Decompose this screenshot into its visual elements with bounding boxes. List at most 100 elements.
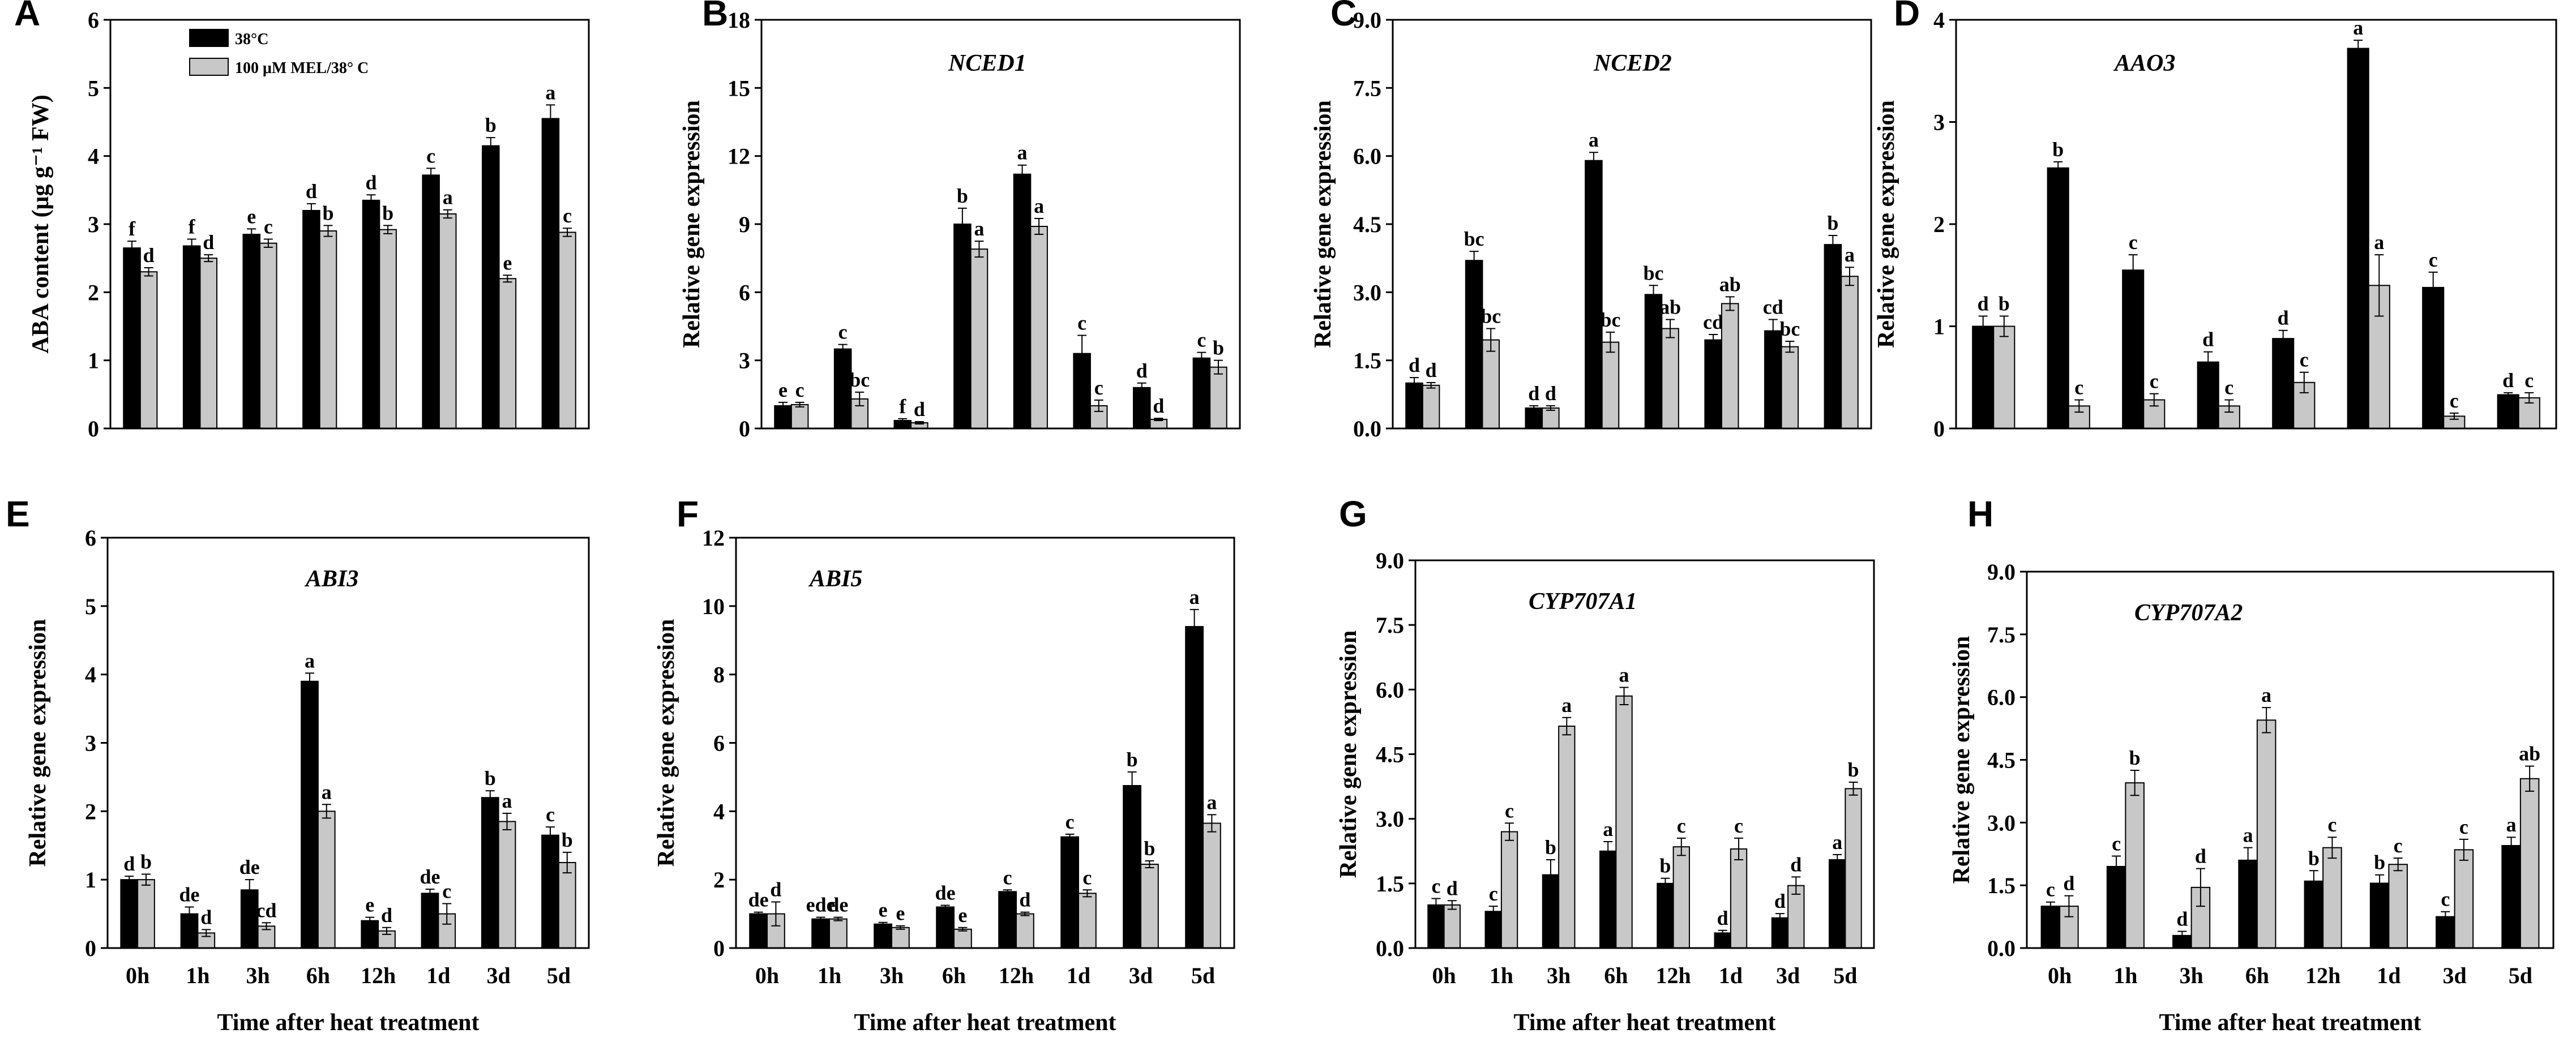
y-tick-label: 0 [85, 936, 96, 961]
y-tick-label: 3.0 [1376, 807, 1404, 832]
bar-heat [120, 879, 139, 949]
significance-label: d [2278, 307, 2289, 329]
significance-label: a [1034, 195, 1044, 217]
plot-frame [106, 537, 590, 949]
bar-mel [1730, 848, 1748, 949]
bar-heat [481, 145, 500, 429]
bar-heat [2304, 880, 2324, 949]
significance-label: c [1505, 799, 1514, 822]
y-tick-label: 0 [1933, 416, 1945, 441]
significance-label: c [2459, 816, 2468, 838]
y-tick-label: 3 [1933, 110, 1945, 135]
x-tick-label: 3h [880, 963, 904, 988]
bar-mel [319, 230, 337, 429]
bar-mel [1661, 328, 1679, 429]
significance-label: d [770, 878, 781, 901]
significance-label: a [1206, 791, 1217, 813]
y-axis-label: Relative gene expression [1949, 636, 1975, 884]
y-tick-label: 9.0 [1987, 559, 2016, 585]
significance-label: b [1213, 337, 1224, 359]
significance-label: a [2506, 813, 2517, 836]
x-tick-label: 1d [1719, 963, 1743, 988]
y-tick-label: 2 [1933, 212, 1945, 237]
significance-label: a [322, 781, 332, 803]
y-tick-label: 6.0 [1353, 144, 1381, 169]
significance-label: b [382, 201, 393, 224]
significance-label: bc [1779, 318, 1800, 340]
significance-label: c [1197, 329, 1206, 351]
significance-label: d [200, 906, 212, 928]
bar-mel [1016, 913, 1034, 949]
bar-heat [1599, 850, 1617, 949]
bar-mel [317, 811, 336, 949]
bar-heat [1192, 357, 1211, 430]
significance-label: d [2502, 369, 2514, 392]
significance-label: c [795, 379, 805, 401]
x-axis-label: Time after heat treatment [2159, 1010, 2421, 1036]
y-tick-label: 0 [739, 416, 750, 441]
significance-label: c [838, 321, 848, 344]
y-tick-label: 6 [85, 525, 96, 551]
significance-label: c [2046, 878, 2055, 901]
significance-label: a [2374, 231, 2384, 254]
bar-heat [2501, 844, 2521, 949]
plot-frame [735, 537, 1235, 949]
significance-label: c [264, 215, 273, 238]
legend-swatch-mel [189, 58, 229, 76]
y-tick-label: 5 [88, 75, 99, 101]
x-tick-label: 12h [361, 963, 396, 988]
significance-label: c [563, 204, 572, 227]
plot-frame [2026, 571, 2554, 949]
y-tick-label: 6.0 [1987, 685, 2016, 710]
x-tick-label: 5d [2509, 963, 2532, 988]
y-tick-label: 12 [728, 144, 750, 169]
significance-label: d [2195, 845, 2206, 868]
bar-heat [541, 118, 560, 429]
gene-name: NCED2 [1593, 50, 1672, 76]
x-tick-label: 5d [1833, 963, 1857, 988]
y-tick-label: 2 [713, 867, 725, 893]
significance-label: c [1082, 866, 1092, 889]
significance-label: d [1717, 907, 1728, 929]
y-tick-label: 1.5 [1987, 873, 2016, 898]
bar-heat [541, 834, 559, 949]
bar-mel [2454, 849, 2474, 949]
bar-heat [1132, 387, 1151, 429]
significance-label: c [1094, 376, 1103, 399]
significance-label: a [1603, 818, 1613, 841]
y-axis-label: Relative gene expression [1873, 100, 1899, 348]
significance-label: f [189, 215, 196, 238]
significance-label: c [2429, 248, 2438, 271]
x-tick-label: 1d [1067, 963, 1090, 988]
significance-label: d [914, 398, 925, 421]
significance-label: d [1774, 890, 1786, 912]
bar-mel [1422, 384, 1440, 429]
x-tick-label: 6h [306, 963, 330, 988]
significance-label: d [381, 904, 392, 927]
significance-label: d [1136, 359, 1148, 382]
significance-label: e [365, 894, 374, 916]
bar-heat [422, 174, 440, 429]
bar-mel [1601, 341, 1620, 429]
x-tick-label: 12h [999, 963, 1034, 988]
gene-name: CYP707A1 [1529, 589, 1637, 615]
y-tick-label: 7.5 [1376, 612, 1404, 638]
x-tick-label: 3h [1547, 963, 1571, 988]
significance-label: f [899, 395, 906, 418]
y-tick-label: 9.0 [1376, 548, 1404, 573]
significance-label: c [2129, 231, 2138, 254]
significance-label: d [306, 180, 317, 203]
significance-label: e [503, 251, 512, 274]
significance-label: b [1144, 837, 1155, 860]
bar-mel [379, 229, 397, 429]
legend-label-mel: 100 μM MEL/38° C [235, 59, 369, 77]
significance-label: a [1589, 128, 1599, 151]
significance-label: c [1734, 814, 1743, 837]
significance-label: de [828, 894, 848, 916]
bar-heat [1525, 407, 1543, 430]
significance-label: c [1003, 866, 1012, 889]
bar-heat [361, 920, 379, 949]
significance-label: a [1832, 831, 1842, 854]
bar-mel [1841, 276, 1859, 429]
